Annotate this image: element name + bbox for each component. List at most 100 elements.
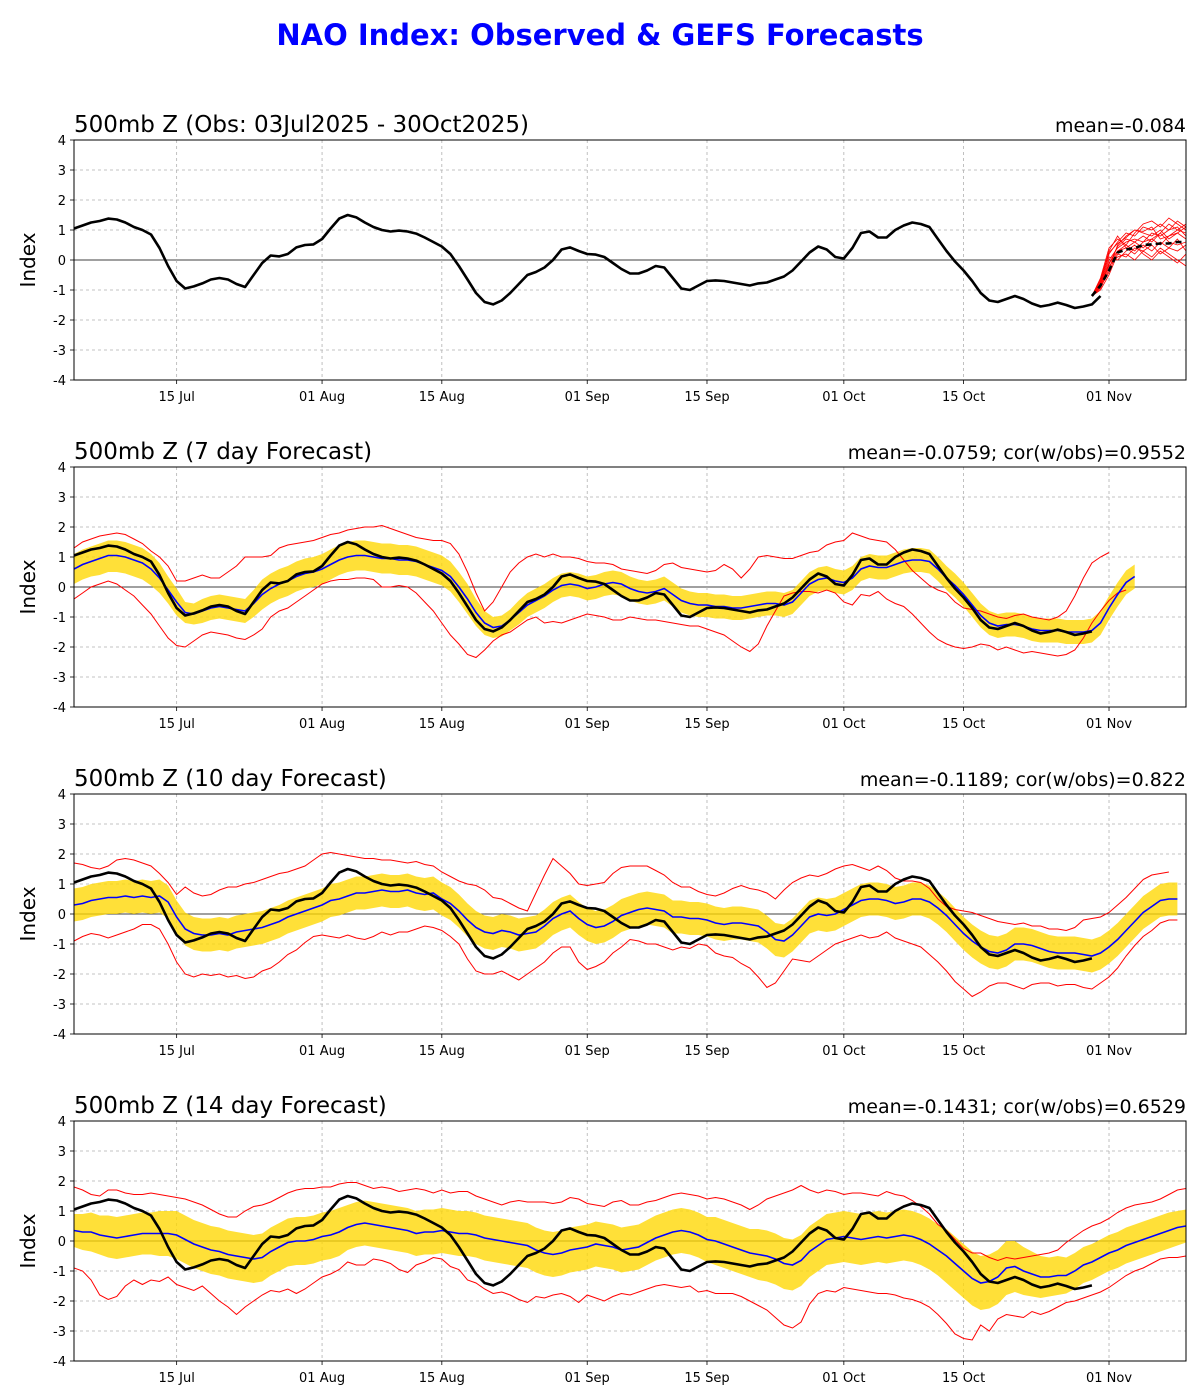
- x-tick-label: 15 Jul: [158, 1044, 194, 1059]
- panel-stat-label: mean=-0.1189; cor(w/obs)=0.822: [860, 769, 1186, 791]
- ensemble-spread-band: [74, 873, 1178, 973]
- y-tick-label: -2: [53, 968, 66, 983]
- x-tick-label: 15 Oct: [942, 1044, 985, 1059]
- y-tick-label: 2: [58, 521, 66, 536]
- x-tick-label: 15 Oct: [942, 1371, 985, 1386]
- y-tick-label: 3: [58, 491, 66, 506]
- x-tick-label: 01 Sep: [565, 1371, 610, 1386]
- y-tick-label: 3: [58, 1145, 66, 1160]
- y-axis-label: Index: [16, 886, 40, 941]
- y-tick-label: 3: [58, 164, 66, 179]
- y-axis-label: Index: [16, 1213, 40, 1268]
- y-axis-label: Index: [16, 232, 40, 287]
- series-group: [74, 1182, 1186, 1341]
- y-tick-label: 3: [58, 818, 66, 833]
- x-tick-label: 15 Jul: [158, 1371, 194, 1386]
- x-tick-label: 01 Nov: [1086, 1044, 1132, 1059]
- ensemble-member-line: [1091, 244, 1186, 297]
- ensemble-member-line: [1091, 223, 1186, 297]
- y-tick-label: 1: [58, 551, 66, 566]
- y-tick-label: -4: [53, 374, 66, 389]
- x-tick-label: 01 Aug: [299, 717, 345, 732]
- panel-stat-label: mean=-0.1431; cor(w/obs)=0.6529: [848, 1096, 1186, 1118]
- x-tick-label: 15 Aug: [419, 1044, 465, 1059]
- x-tick-label: 01 Aug: [299, 1044, 345, 1059]
- x-tick-label: 01 Aug: [299, 390, 345, 405]
- y-tick-label: 1: [58, 1205, 66, 1220]
- y-tick-label: 0: [58, 581, 66, 596]
- y-tick-label: 4: [58, 1115, 66, 1130]
- plot-frame: [73, 466, 1187, 708]
- y-tick-label: -3: [53, 998, 66, 1013]
- x-tick-label: 01 Nov: [1086, 1371, 1132, 1386]
- y-tick-label: -1: [53, 938, 66, 953]
- plot-frame: [73, 139, 1187, 381]
- observed-line: [74, 1194, 1093, 1291]
- y-tick-label: 1: [58, 878, 66, 893]
- ensemble-member-line: [1091, 238, 1186, 297]
- x-tick-label: 01 Sep: [565, 390, 610, 405]
- y-tick-label: 4: [58, 461, 66, 476]
- chart-panel-4: 500mb Z (14 day Forecast) mean=-0.1431; c…: [16, 1093, 1187, 1386]
- y-tick-label: -3: [53, 1325, 66, 1340]
- ensemble-member-line: [1091, 220, 1186, 297]
- x-tick-label: 15 Sep: [684, 1371, 729, 1386]
- chart-panel-2: 500mb Z (7 day Forecast) mean=-0.0759; co…: [16, 439, 1187, 732]
- x-tick-label: 15 Oct: [942, 390, 985, 405]
- ensemble-member-line: [1091, 217, 1186, 297]
- ensemble-min-line: [74, 919, 1178, 998]
- ensemble-member-line: [1091, 244, 1186, 297]
- panel-title: 500mb Z (10 day Forecast): [74, 766, 387, 792]
- panel-title: 500mb Z (Obs: 03Jul2025 - 30Oct2025): [74, 112, 529, 138]
- x-tick-label: 01 Oct: [822, 1044, 865, 1059]
- figure-title: NAO Index: Observed & GEFS Forecasts: [276, 18, 924, 52]
- y-tick-label: -2: [53, 314, 66, 329]
- chart-panel-3: 500mb Z (10 day Forecast) mean=-0.1189; c…: [16, 766, 1187, 1059]
- x-tick-label: 15 Aug: [419, 717, 465, 732]
- observed-line: [74, 213, 1102, 310]
- y-tick-label: 2: [58, 194, 66, 209]
- x-tick-label: 01 Sep: [565, 1044, 610, 1059]
- x-tick-label: 15 Sep: [684, 390, 729, 405]
- x-tick-label: 01 Sep: [565, 717, 610, 732]
- x-tick-label: 01 Nov: [1086, 390, 1132, 405]
- y-tick-label: 0: [58, 908, 66, 923]
- panel-stat-label: mean=-0.084: [1055, 115, 1186, 137]
- y-tick-label: -4: [53, 1028, 66, 1043]
- y-tick-label: 4: [58, 134, 66, 149]
- ensemble-mean-dashed-line: [1090, 240, 1186, 297]
- x-tick-label: 01 Oct: [822, 717, 865, 732]
- y-tick-label: -3: [53, 671, 66, 686]
- y-tick-label: -3: [53, 344, 66, 359]
- x-tick-label: 15 Sep: [684, 1044, 729, 1059]
- x-tick-label: 01 Oct: [822, 390, 865, 405]
- y-tick-label: 2: [58, 848, 66, 863]
- ensemble-member-line: [1091, 232, 1186, 297]
- panel-stat-label: mean=-0.0759; cor(w/obs)=0.9552: [848, 442, 1186, 464]
- ensemble-max-line: [74, 1182, 1186, 1262]
- chart-panel-1: 500mb Z (Obs: 03Jul2025 - 30Oct2025) mean…: [16, 112, 1187, 405]
- y-tick-label: -1: [53, 1265, 66, 1280]
- series-group: [74, 213, 1186, 310]
- y-tick-label: 4: [58, 788, 66, 803]
- forecast-mean-line: [74, 1222, 1186, 1284]
- x-tick-label: 15 Sep: [684, 717, 729, 732]
- y-tick-label: -4: [53, 1355, 66, 1370]
- x-tick-label: 15 Oct: [942, 717, 985, 732]
- observed-line: [74, 540, 1093, 637]
- y-tick-label: 2: [58, 1175, 66, 1190]
- ensemble-spread-band: [74, 540, 1135, 644]
- x-tick-label: 15 Jul: [158, 390, 194, 405]
- y-tick-label: -2: [53, 1295, 66, 1310]
- x-tick-label: 01 Aug: [299, 1371, 345, 1386]
- panel-title: 500mb Z (7 day Forecast): [74, 439, 372, 465]
- ensemble-min-line: [74, 577, 1127, 659]
- plot-frame: [73, 1120, 1187, 1362]
- observed-line: [74, 867, 1093, 964]
- ensemble-max-line: [74, 851, 1169, 932]
- y-tick-label: 0: [58, 254, 66, 269]
- y-tick-label: 1: [58, 224, 66, 239]
- plot-frame: [73, 793, 1187, 1035]
- x-tick-label: 15 Aug: [419, 390, 465, 405]
